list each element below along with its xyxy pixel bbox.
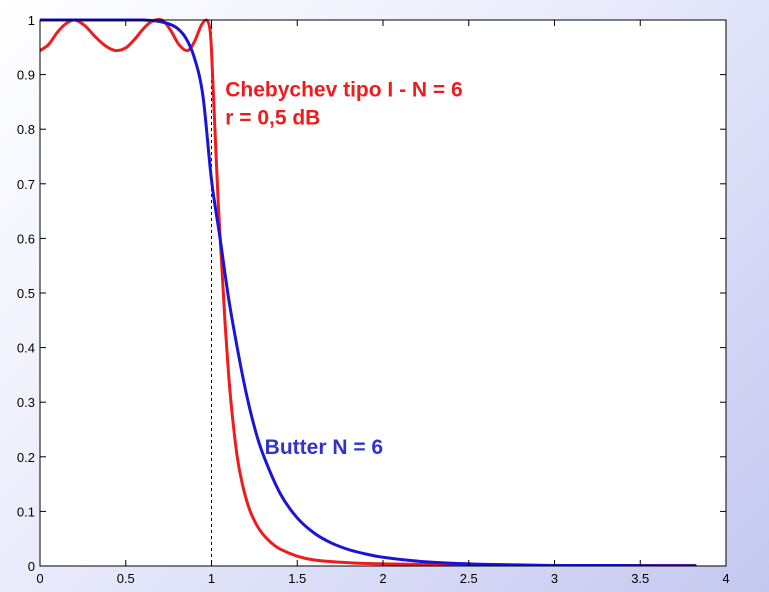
x-tick-label: 3	[551, 571, 558, 586]
y-tick-label: 0.4	[17, 341, 35, 356]
series-line-0	[40, 18, 697, 566]
plot-area	[40, 20, 726, 566]
x-tick-label: 1	[208, 571, 215, 586]
y-tick-label: 0.3	[17, 395, 35, 410]
y-tick-label: 0.1	[17, 504, 35, 519]
y-tick-label: 1	[28, 13, 35, 28]
x-tick-label: 4	[722, 571, 729, 586]
annotation-1-line-0: Butter N = 6	[265, 436, 383, 459]
y-axis: 0 0.1 0.2 0.3 0.4 0.5 0.6 0.7 0.8 0.9 1	[17, 13, 726, 574]
y-tick-label: 0.7	[17, 177, 35, 192]
x-axis: 0 0.5 1 1.5 2 2.5 3 3.5 4	[36, 20, 730, 586]
annotation-0-line-0: Chebychev tipo I - N = 6	[225, 78, 462, 101]
x-tick-label: 3.5	[631, 571, 649, 586]
y-tick-label: 0	[28, 559, 35, 574]
x-tick-label: 2	[379, 571, 386, 586]
x-tick-label: 1.5	[288, 571, 306, 586]
annotations: Chebychev tipo I - N = 6 r = 0,5 dB Butter…	[225, 78, 462, 459]
x-tick-label: 0.5	[117, 571, 135, 586]
x-tick-label: 2.5	[460, 571, 478, 586]
y-tick-label: 0.5	[17, 286, 35, 301]
y-tick-label: 0.6	[17, 231, 35, 246]
annotation-0-line-1: r = 0,5 dB	[225, 106, 320, 129]
x-tick-label: 0	[36, 571, 43, 586]
y-tick-label: 0.2	[17, 450, 35, 465]
y-tick-label: 0.8	[17, 122, 35, 137]
y-tick-label: 0.9	[17, 68, 35, 83]
